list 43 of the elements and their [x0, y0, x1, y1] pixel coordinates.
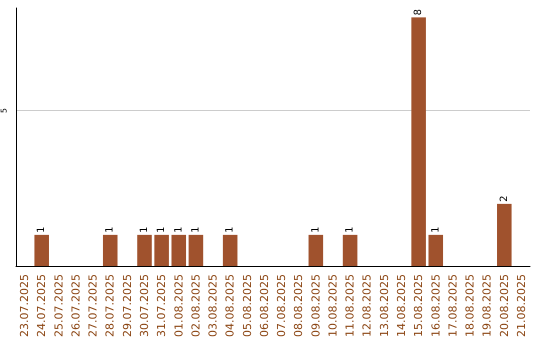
x-tick-label: 21.08.2025 — [514, 274, 528, 338]
x-tick-label: 24.07.2025 — [35, 274, 48, 338]
x-tick-label: 05.08.2025 — [240, 274, 254, 338]
x-tick-label: 09.08.2025 — [309, 274, 322, 338]
x-tick-label: 17.08.2025 — [446, 274, 460, 338]
x-tick-label: 07.08.2025 — [275, 274, 288, 338]
data-label: 1 — [104, 226, 116, 233]
x-tick-label: 01.08.2025 — [172, 274, 186, 338]
x-tick-label: 19.08.2025 — [480, 274, 494, 338]
data-label: 2 — [498, 195, 510, 202]
x-tick-label: 25.07.2025 — [52, 274, 66, 338]
data-label: 1 — [344, 226, 356, 233]
x-tick-label: 29.07.2025 — [120, 274, 134, 338]
x-tick-label: 18.08.2025 — [464, 274, 477, 338]
x-tick-label: 27.07.2025 — [86, 274, 100, 338]
x-tick-label: 20.08.2025 — [498, 274, 511, 338]
x-tick-label: 28.07.2025 — [104, 274, 117, 338]
x-tick-label: 04.08.2025 — [224, 274, 237, 338]
data-label: 1 — [224, 226, 236, 233]
data-label: 8 — [413, 8, 424, 16]
x-tick-label: 14.08.2025 — [395, 274, 408, 338]
x-tick-label: 08.08.2025 — [292, 274, 306, 338]
data-label: 1 — [139, 226, 150, 233]
data-label: 1 — [36, 226, 48, 233]
x-tick-label: 12.08.2025 — [360, 274, 374, 338]
x-tick-label: 11.08.2025 — [344, 274, 357, 338]
x-tick-label: 16.08.2025 — [429, 274, 442, 338]
x-tick-label: 26.07.2025 — [69, 274, 82, 338]
data-label: 1 — [310, 226, 322, 233]
data-label: 1 — [173, 226, 184, 233]
x-tick-label: 03.08.2025 — [206, 274, 220, 338]
data-label: 1 — [430, 226, 442, 233]
x-tick-label: 30.07.2025 — [138, 274, 151, 338]
x-tick-label: 10.08.2025 — [326, 274, 340, 338]
x-tick-label: 13.08.2025 — [378, 274, 391, 338]
x-tick-label: 02.08.2025 — [189, 274, 202, 338]
x-tick-label: 15.08.2025 — [412, 274, 426, 338]
x-tick-label: 06.08.2025 — [258, 274, 271, 338]
data-label: 1 — [156, 226, 168, 233]
data-label: 1 — [190, 226, 202, 233]
x-tick-label: 31.07.2025 — [155, 274, 168, 338]
y-tick-label: 5 — [0, 108, 8, 114]
x-tick-label: 23.07.2025 — [18, 274, 32, 338]
